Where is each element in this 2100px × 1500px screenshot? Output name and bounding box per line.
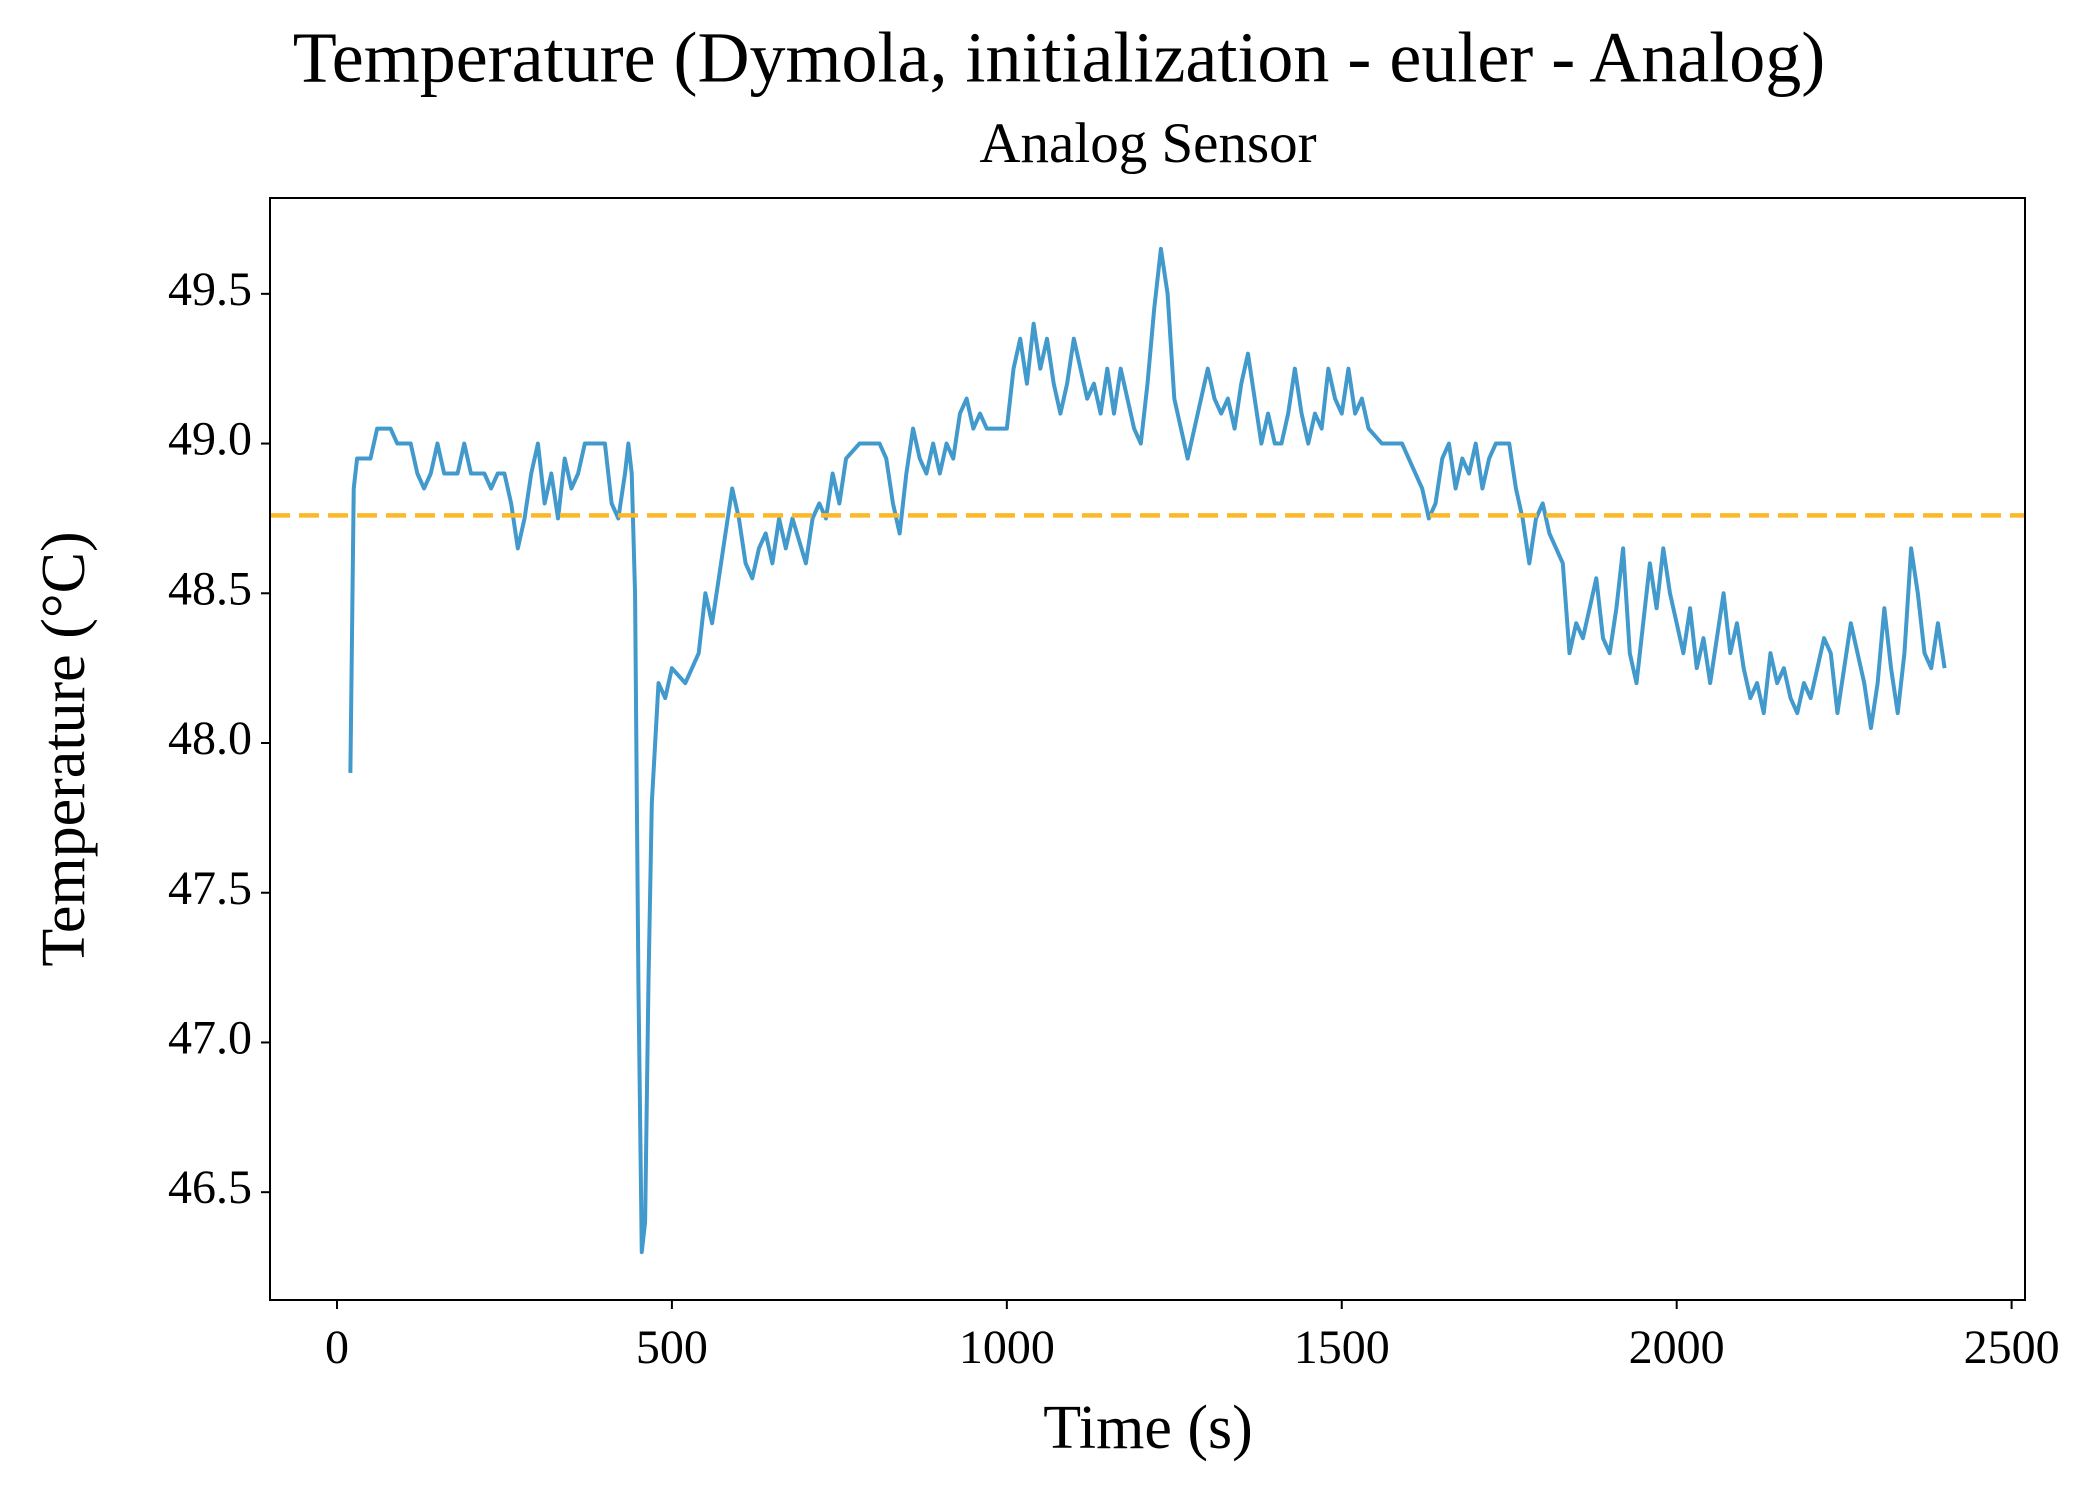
x-axis-label: Time (s) [1043,1394,1253,1462]
x-tick-label: 1500 [1294,1321,1390,1374]
chart-title: Temperature (Dymola, initialization - eu… [293,18,1825,98]
y-tick-label: 49.5 [168,263,252,316]
x-tick-label: 2500 [1964,1321,2060,1374]
x-tick-label: 0 [325,1321,349,1374]
x-tick-label: 2000 [1629,1321,1725,1374]
y-tick-label: 48.0 [168,712,252,765]
chart-subtitle: Analog Sensor [979,112,1316,175]
x-tick-label: 1000 [959,1321,1055,1374]
y-tick-label: 49.0 [168,413,252,466]
y-tick-label: 48.5 [168,562,252,615]
plot-frame [269,197,2026,1301]
y-tick-label: 47.0 [168,1011,252,1064]
data-line [348,246,1947,1255]
y-axis-label: Temperature (°C) [30,531,98,966]
x-tick-label: 500 [636,1321,708,1374]
y-tick-label: 46.5 [168,1161,252,1214]
y-tick-label: 47.5 [168,862,252,915]
